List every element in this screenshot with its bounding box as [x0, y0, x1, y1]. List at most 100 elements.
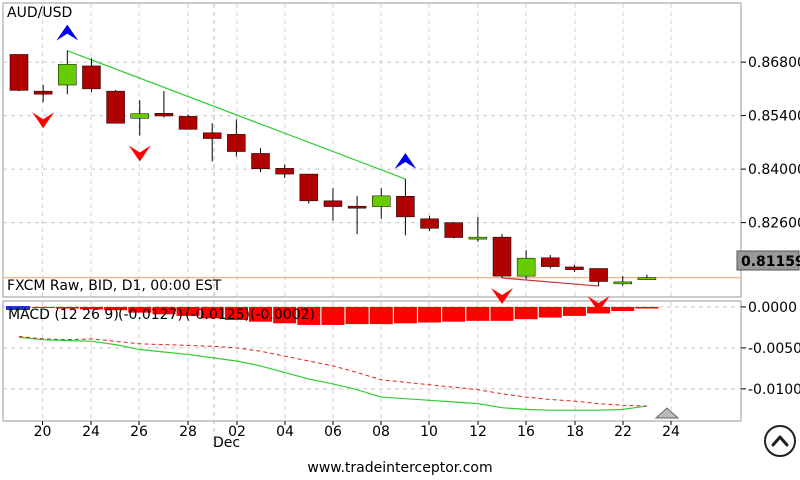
current-price-label: 0.81159: [741, 254, 800, 270]
support-trendline: [501, 277, 599, 287]
macd-axis-label: -0.0100: [748, 382, 800, 398]
macd-histogram-bar: [152, 306, 176, 315]
candle-body: [396, 195, 415, 218]
macd-histogram-bar: [393, 306, 417, 324]
x-axis-label: 28: [179, 424, 197, 440]
x-axis-label: 26: [130, 424, 148, 440]
candle-body: [227, 134, 246, 152]
resistance-trendline: [67, 50, 406, 180]
candle-body: [202, 132, 222, 139]
x-axis-label: 24: [82, 424, 100, 440]
x-axis-label: 24: [662, 424, 680, 440]
sell-signal-arrow: [587, 296, 610, 313]
macd-histogram-bar: [345, 306, 369, 325]
macd-histogram-bar: [249, 306, 272, 322]
scroll-end-triangle-icon[interactable]: [654, 407, 680, 419]
macd-histogram-bar: [273, 306, 297, 324]
buy-signal-arrow: [56, 24, 79, 41]
candle-body: [589, 268, 608, 282]
x-axis-label: 12: [469, 424, 487, 440]
month-label: Dec: [213, 435, 240, 451]
candle-body: [613, 281, 632, 285]
candle-body: [565, 266, 584, 270]
candle-body: [347, 205, 367, 209]
macd-histogram-bar: [635, 306, 659, 309]
candle-body: [468, 236, 488, 240]
macd-value-3: (-0.0002): [250, 307, 315, 323]
macd-value-1: (-0.0127): [118, 307, 183, 323]
macd-histogram-bar: [224, 306, 248, 321]
candle-body: [9, 54, 29, 91]
scroll-up-button[interactable]: [764, 425, 796, 457]
macd-histogram-bar: [55, 306, 79, 309]
macd-histogram-bar: [587, 306, 611, 314]
macd-histogram-bar: [442, 306, 466, 322]
current-price-box: [736, 250, 800, 271]
candle-body: [275, 168, 294, 175]
footer-url[interactable]: www.tradeinterceptor.com: [307, 460, 493, 476]
sell-signal-arrow: [491, 288, 513, 305]
macd-histogram-bar: [128, 306, 152, 313]
x-axis-label: 08: [372, 424, 390, 440]
macd-line: [18, 336, 647, 411]
macd-histogram-bar: [297, 306, 321, 325]
chevron-up-icon: [771, 435, 789, 447]
macd-axis-label: -0.0050: [748, 341, 800, 357]
macd-histogram-bar: [369, 306, 393, 325]
macd-value-2: (-0.0125): [185, 307, 250, 323]
candle-body: [251, 153, 270, 169]
x-axis-label: 06: [324, 424, 342, 440]
candle-body: [541, 257, 560, 267]
macd-histogram-bar: [200, 306, 224, 319]
x-axis-label: 18: [566, 424, 584, 440]
x-axis-label: 04: [276, 424, 294, 440]
macd-histogram-bar: [611, 306, 635, 312]
macd-histogram-bar: [490, 306, 514, 321]
candle-body: [444, 222, 463, 238]
sell-signal-arrow: [128, 145, 151, 162]
macd-histogram-bar: [466, 306, 490, 321]
macd-axis-label: 0.0000: [748, 300, 797, 316]
price-panel-frame: [2, 2, 742, 298]
candle-body: [154, 113, 174, 117]
macd-histogram-bar: [79, 306, 103, 310]
candle-body: [299, 173, 319, 202]
candle-body: [33, 90, 53, 95]
buy-signal-arrow: [394, 153, 417, 170]
macd-title: MACD (12 26 9): [8, 307, 119, 323]
candle-body: [420, 218, 439, 229]
candle-body: [492, 236, 512, 277]
x-axis-label: 16: [517, 424, 535, 440]
candle-body: [323, 200, 343, 207]
macd-histogram-bar: [31, 306, 55, 308]
candle-body: [637, 277, 657, 280]
candle-body: [372, 195, 391, 207]
macd-histogram-bar: [514, 306, 538, 320]
sell-signal-arrow: [32, 112, 55, 129]
macd-histogram-bar: [321, 306, 345, 325]
candle-body: [106, 90, 125, 124]
macd-histogram-bar: [418, 306, 442, 323]
macd-histogram-bar: [176, 306, 200, 316]
candle-body: [130, 113, 149, 119]
candle-body: [82, 65, 101, 90]
macd-indicator-swatch: [6, 306, 30, 310]
price-chart-title: AUD/USD: [7, 5, 72, 21]
price-chart-subtitle: FXCM Raw, BID, D1, 00:00 EST: [7, 278, 222, 294]
x-axis-label: 10: [420, 424, 438, 440]
candle-body: [516, 257, 536, 277]
macd-histogram-bar: [562, 306, 586, 316]
x-axis-label: 22: [614, 424, 632, 440]
macd-histogram-bar: [104, 306, 128, 311]
candle-body: [178, 116, 198, 130]
candle-body: [58, 64, 77, 86]
x-axis-label: 02: [228, 424, 246, 440]
macd-signal-line: [18, 335, 647, 407]
x-axis-label: 20: [34, 424, 52, 440]
macd-histogram-bar: [538, 306, 562, 318]
